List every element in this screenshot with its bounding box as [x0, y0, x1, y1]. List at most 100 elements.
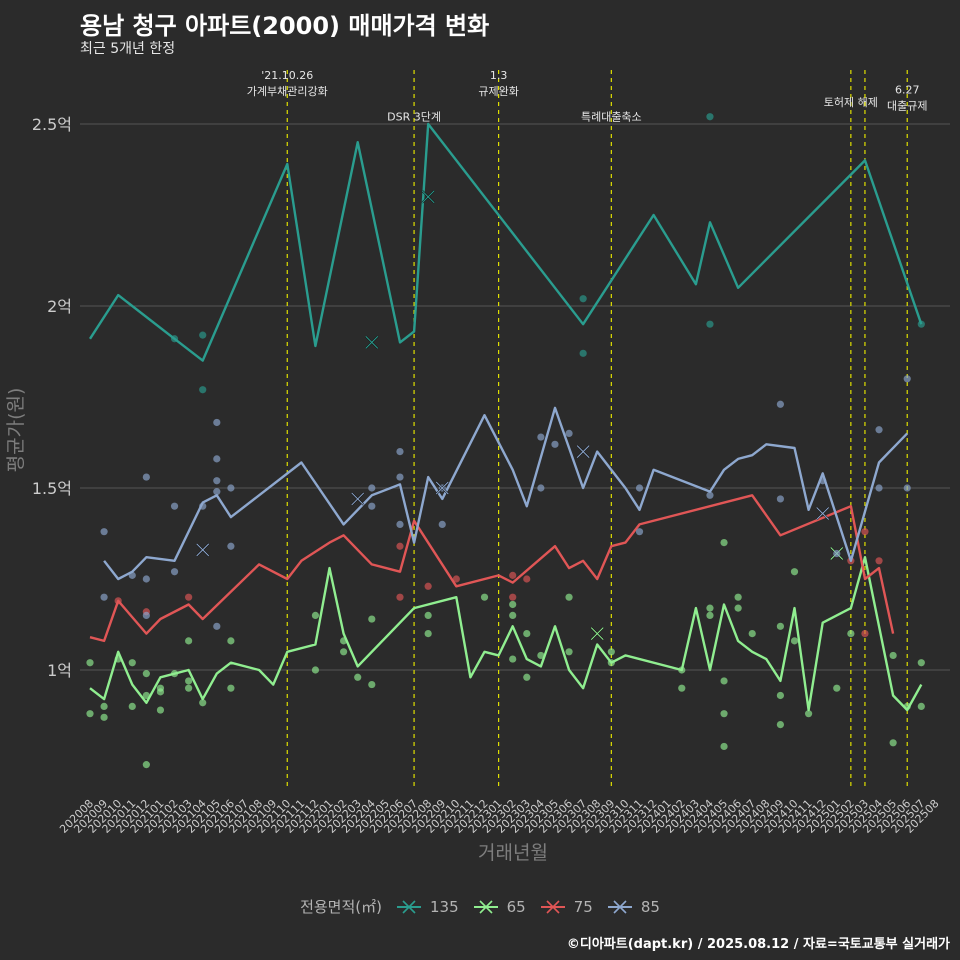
data-point: [776, 691, 785, 700]
plot-area: [86, 113, 925, 769]
data-point: [523, 630, 531, 638]
data-point: [142, 611, 150, 620]
data-point: [199, 386, 207, 394]
data-point: [776, 622, 785, 630]
data-point: [720, 742, 728, 751]
data-point: [213, 477, 221, 485]
legend-label: 85: [640, 897, 660, 916]
data-point: [635, 484, 644, 492]
cross-marker: [590, 627, 604, 640]
legend-key: [396, 899, 421, 914]
data-point: [480, 593, 489, 601]
data-point: [509, 600, 517, 609]
data-point: [706, 113, 714, 121]
data-point: [903, 484, 911, 492]
data-point: [213, 418, 221, 427]
legend-item-75: 75: [540, 898, 593, 916]
data-point: [537, 651, 545, 660]
event-label: 특례대출축소: [581, 110, 642, 123]
data-point: [509, 571, 517, 579]
data-point: [185, 677, 193, 685]
data-point: [142, 670, 150, 678]
data-point: [509, 655, 517, 663]
event-label: DSR 3단계: [387, 110, 441, 123]
legend-label: 75: [573, 897, 593, 916]
legend: 전용면적(㎡) 135 65 75 85: [0, 896, 960, 917]
data-point: [100, 528, 108, 536]
event-label: 1.3 규제완화: [478, 69, 518, 98]
data-point: [565, 648, 573, 656]
data-point: [607, 648, 615, 656]
data-point: [100, 593, 108, 601]
data-point: [875, 484, 883, 492]
data-point: [706, 320, 714, 328]
data-point: [720, 539, 728, 547]
data-point: [579, 295, 587, 303]
data-point: [917, 702, 925, 711]
data-point: [537, 484, 545, 492]
data-point: [213, 622, 221, 630]
data-point: [523, 575, 531, 583]
source-credit: ©디아파트(dapt.kr) / 2025.08.12 / 자료=국토교통부 실…: [566, 937, 950, 952]
data-point: [396, 520, 404, 529]
data-point: [368, 484, 376, 492]
data-point: [213, 488, 221, 496]
data-point: [142, 575, 150, 583]
data-point: [396, 593, 404, 601]
event-label: 6.27 대출규제: [887, 83, 927, 112]
data-point: [354, 673, 362, 681]
data-point: [706, 611, 714, 620]
data-point: [706, 604, 714, 612]
event-label: '21.10.26 가계부채관리강화: [247, 69, 328, 98]
data-point: [213, 455, 221, 463]
data-point: [776, 495, 785, 503]
data-point: [100, 702, 108, 711]
y-tick-label: 2억: [47, 297, 72, 316]
series-line: [103, 406, 909, 581]
data-point: [875, 426, 883, 434]
data-point: [776, 721, 785, 729]
data-point: [889, 739, 897, 747]
data-point: [170, 568, 179, 576]
data-point: [396, 542, 404, 550]
data-point: [396, 473, 404, 481]
data-point: [199, 331, 207, 339]
data-point: [438, 520, 446, 529]
data-point: [734, 604, 742, 612]
data-point: [424, 582, 432, 590]
legend-title: 전용면적(㎡): [300, 898, 382, 916]
data-point: [199, 699, 207, 707]
legend-label: 65: [506, 897, 526, 916]
y-tick-label: 1억: [47, 661, 72, 680]
data-point: [368, 502, 376, 510]
data-point: [86, 710, 94, 718]
data-point: [128, 702, 136, 711]
data-point: [227, 542, 235, 550]
data-point: [368, 680, 376, 689]
data-point: [156, 706, 165, 714]
data-point: [903, 375, 911, 383]
data-point: [156, 684, 165, 692]
data-point: [804, 710, 813, 718]
data-point: [185, 593, 193, 601]
cross-marker: [351, 492, 365, 506]
cross-marker: [365, 336, 379, 349]
data-point: [537, 433, 545, 441]
data-point: [635, 528, 644, 536]
cross-marker: [421, 190, 435, 204]
data-point: [227, 484, 235, 492]
data-point: [889, 651, 897, 660]
data-point: [509, 593, 517, 601]
chart-subtitle: 최근 5개년 한정: [80, 41, 176, 57]
y-tick-label: 1.5억: [32, 479, 72, 498]
series-65: [86, 539, 925, 769]
y-tick-label: 2.5억: [32, 115, 72, 134]
data-point: [227, 637, 235, 645]
legend-item-65: 65: [473, 898, 526, 916]
legend-item-135: 135: [396, 898, 459, 916]
data-point: [311, 666, 320, 674]
data-point: [509, 611, 517, 620]
data-point: [720, 677, 728, 685]
